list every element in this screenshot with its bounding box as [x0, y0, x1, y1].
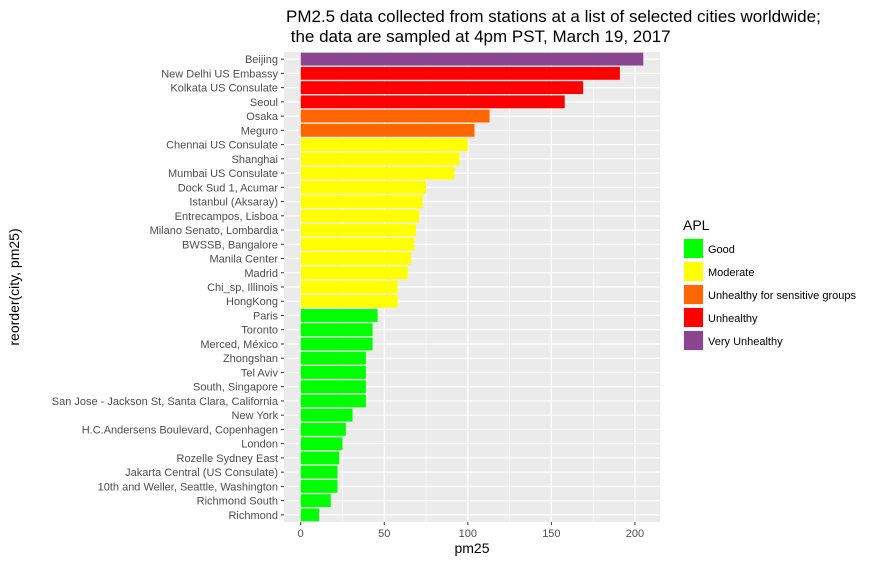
bar-10 — [300, 180, 427, 194]
bar-4 — [300, 95, 565, 109]
y-tick-label: Richmond South — [197, 496, 278, 508]
legend-swatch-3 — [684, 285, 703, 304]
bar-27 — [300, 423, 346, 436]
y-tick-label: Richmond — [228, 510, 278, 522]
x-tick-label: 0 — [298, 528, 304, 540]
y-tick-label: Milano Senato, Lombardia — [150, 225, 279, 237]
bar-25 — [300, 394, 366, 408]
bar-1 — [300, 52, 644, 66]
bar-6 — [300, 123, 475, 137]
y-tick-label: Beijing — [245, 54, 278, 66]
y-tick-label: Mumbai US Consulate — [168, 168, 278, 180]
bar-11 — [300, 195, 423, 208]
bar-24 — [300, 380, 366, 394]
y-tick-label: Madrid — [244, 268, 278, 280]
bar-32 — [300, 494, 331, 508]
bar-7 — [300, 138, 468, 151]
y-tick-label: Kolkata US Consulate — [170, 83, 278, 95]
y-tick-label: Shanghai — [232, 154, 279, 166]
bar-28 — [300, 437, 343, 451]
bar-5 — [300, 109, 490, 123]
bar-9 — [300, 166, 455, 180]
x-tick-label: 50 — [378, 528, 390, 540]
y-tick-label: HongKong — [226, 296, 278, 308]
bar-15 — [300, 252, 412, 265]
x-tick-label: 100 — [459, 528, 477, 540]
legend-label-2: Moderate — [708, 267, 754, 279]
y-tick-label: Entrecampos, Lisboa — [175, 211, 279, 223]
bar-16 — [300, 266, 408, 280]
legend-label-5: Very Unhealthy — [708, 336, 783, 348]
bar-2 — [300, 66, 620, 80]
legend-swatch-2 — [684, 262, 703, 281]
legend-label-1: Good — [708, 244, 735, 256]
legend-label-3: Unhealthy for sensitive groups — [708, 290, 856, 302]
bar-18 — [300, 294, 398, 308]
y-tick-label: Toronto — [241, 325, 278, 337]
bar-14 — [300, 237, 415, 251]
y-tick-label: Meguro — [241, 125, 278, 137]
y-tick-label: Osaka — [246, 111, 279, 123]
y-axis-title: reorder(city, pm25) — [6, 228, 22, 345]
y-tick-label: Istanbul (Aksaray) — [189, 197, 278, 209]
legend-swatch-4 — [684, 308, 703, 327]
bar-33 — [300, 508, 320, 522]
bar-20 — [300, 323, 373, 337]
bar-8 — [300, 152, 460, 166]
y-tick-label: South, Singapore — [193, 382, 278, 394]
y-tick-label: San Jose - Jackson St, Santa Clara, Cali… — [52, 396, 279, 408]
bar-17 — [300, 280, 398, 294]
bar-13 — [300, 223, 417, 237]
chart-title-line-1: PM2.5 data collected from stations at a … — [286, 7, 821, 26]
y-tick-label: Dock Sud 1, Acumar — [178, 182, 279, 194]
y-tick-label: London — [241, 439, 278, 451]
y-tick-label: Paris — [253, 310, 279, 322]
bar-23 — [300, 366, 366, 379]
y-tick-label: Chi_sp, Illinois — [207, 282, 278, 294]
bar-22 — [300, 351, 366, 365]
bar-21 — [300, 337, 373, 351]
legend-title: APL — [683, 217, 710, 233]
y-tick-label: Merced, México — [200, 339, 278, 351]
x-tick-label: 200 — [626, 528, 644, 540]
y-tick-label: Zhongshan — [223, 353, 278, 365]
legend-swatch-5 — [684, 331, 703, 350]
bar-26 — [300, 408, 353, 422]
y-tick-label: 10th and Weller, Seattle, Washington — [98, 481, 278, 493]
bar-30 — [300, 465, 338, 479]
bar-3 — [300, 81, 584, 95]
bar-31 — [300, 479, 338, 493]
y-tick-label: New York — [232, 410, 279, 422]
x-axis-title: pm25 — [454, 540, 489, 556]
y-tick-label: New Delhi US Embassy — [161, 68, 278, 80]
y-tick-label: H.C.Andersens Boulevard, Copenhagen — [82, 424, 278, 436]
bar-12 — [300, 209, 420, 223]
y-tick-label: Jakarta Central (US Consulate) — [125, 467, 278, 479]
y-tick-label: Seoul — [250, 97, 278, 109]
bar-19 — [300, 309, 378, 322]
x-tick-label: 150 — [542, 528, 560, 540]
legend-swatch-1 — [684, 239, 703, 258]
y-tick-label: BWSSB, Bangalore — [182, 239, 278, 251]
y-tick-label: Tel Aviv — [241, 367, 279, 379]
bar-29 — [300, 451, 340, 465]
y-tick-label: Manila Center — [210, 254, 279, 266]
y-tick-label: Chennai US Consulate — [166, 140, 278, 152]
y-tick-label: Rozelle Sydney East — [177, 453, 279, 465]
chart-title-line-2: the data are sampled at 4pm PST, March 1… — [286, 27, 671, 46]
legend-label-4: Unhealthy — [708, 313, 758, 325]
